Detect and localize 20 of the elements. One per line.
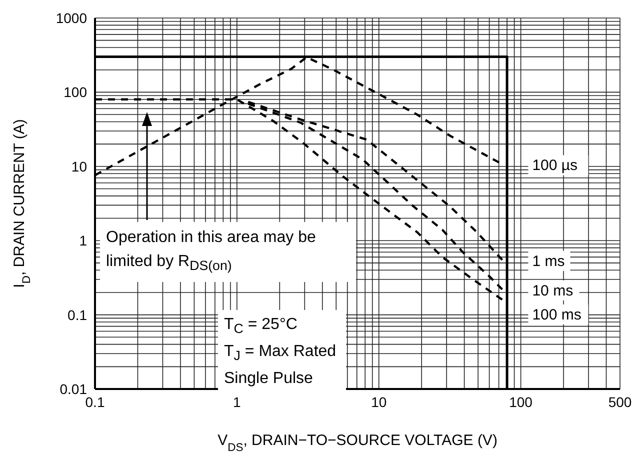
x-tick-label: 1 — [233, 394, 242, 410]
x-tick-label: 500 — [608, 394, 632, 410]
annotation: Operation in this area may be limited by R$_{DS(on)}$ — [100, 222, 356, 282]
annotation: T$_{J}$ = Max Rated — [224, 342, 338, 366]
text: 1 ms — [532, 252, 565, 270]
text: 100 ms — [532, 306, 582, 324]
y-tick-label: 0.01 — [60, 380, 88, 397]
text: 100 µs — [532, 157, 578, 174]
text: 10 ms — [532, 282, 574, 300]
y-tick-label: 0.1 — [68, 306, 88, 323]
x-tick-label: 0.1 — [85, 394, 105, 410]
x-tick-label: 10 — [371, 394, 387, 410]
y-tick-label: 1 — [79, 232, 88, 249]
y-tick-label: 10 — [71, 158, 88, 174]
y-tick-label: 100 — [64, 84, 88, 100]
x-tick-label: 100 — [509, 394, 533, 410]
y-tick-label: 1000 — [56, 10, 88, 26]
x-axis-title: V$_{DS}$, DRAIN−TO−SOURCE VOLTAGE (V) — [218, 432, 498, 454]
annotation: Single Pulse — [224, 369, 314, 390]
annotation: T$_{C}$ = 25°C — [224, 315, 298, 338]
